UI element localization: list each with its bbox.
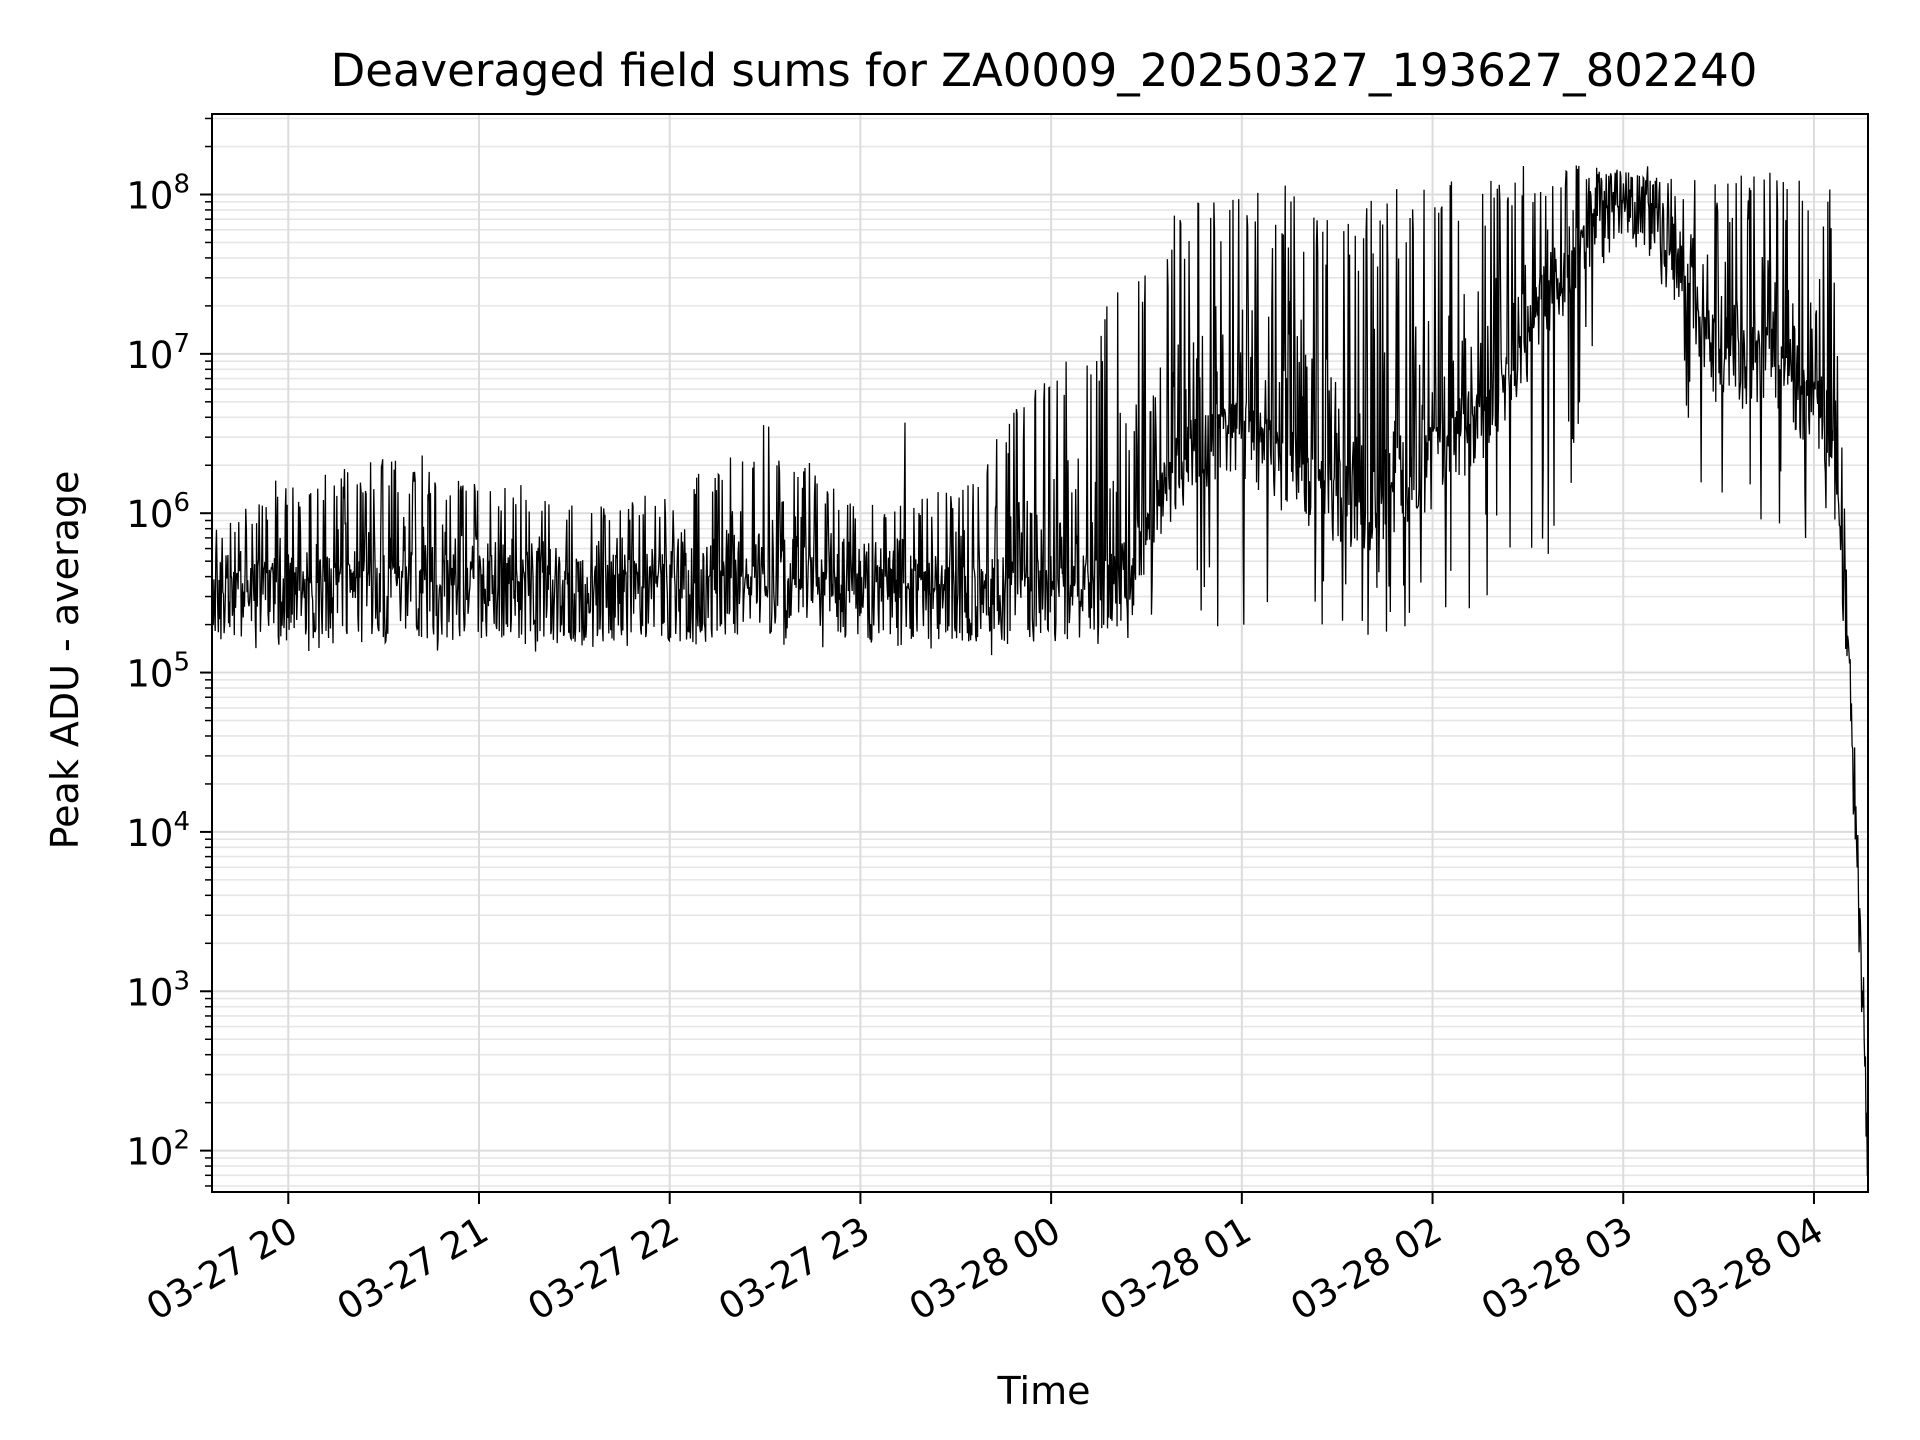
y-axis: 102 103 104 105 106 107 108: [126, 117, 212, 1187]
series-line-path: [211, 165, 1869, 1192]
x-axis-label: Time: [997, 1369, 1091, 1413]
y-tick-label: 104: [126, 807, 190, 855]
y-tick-label: 105: [126, 648, 190, 696]
y-tick-label: 107: [126, 329, 190, 377]
chart-title: Deaveraged field sums for ZA0009_2025032…: [331, 44, 1758, 97]
y-tick-label: 108: [126, 169, 190, 217]
series-line: [211, 165, 1869, 1192]
y-tick-label: 103: [126, 966, 190, 1014]
y-axis-label: Peak ADU - average: [43, 471, 87, 850]
plot-frame: [211, 113, 1869, 1193]
y-tick-label: 102: [126, 1126, 190, 1174]
grid: [212, 114, 1868, 1192]
y-tick-label: 106: [126, 488, 190, 536]
